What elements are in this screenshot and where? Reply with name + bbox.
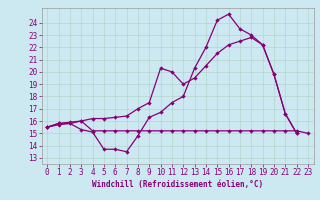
X-axis label: Windchill (Refroidissement éolien,°C): Windchill (Refroidissement éolien,°C) xyxy=(92,180,263,189)
